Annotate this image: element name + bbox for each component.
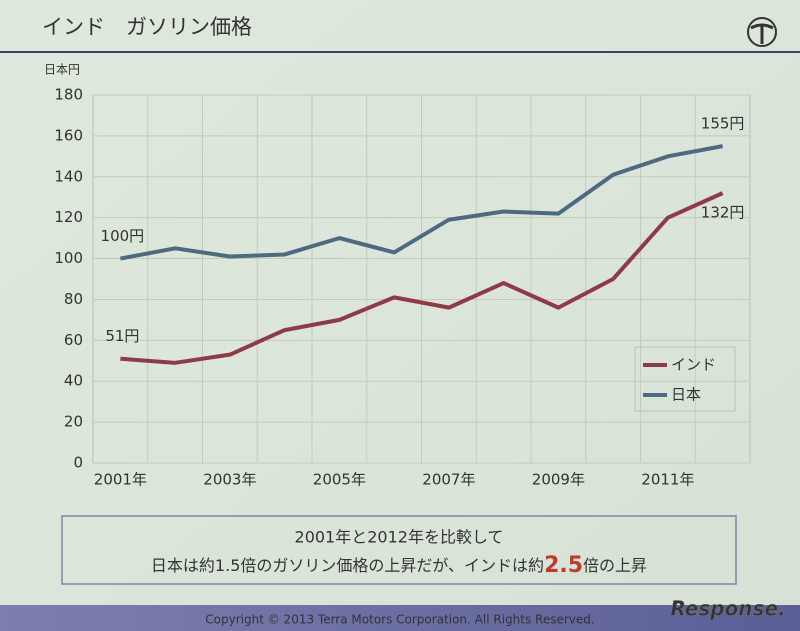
- series-line: [120, 191, 724, 365]
- y-tick-label: 0: [73, 454, 83, 472]
- value-label: 100円: [101, 227, 145, 245]
- summary-line1: 2001年と2012年を比較して: [295, 528, 504, 547]
- y-tick-label: 60: [64, 331, 83, 349]
- legend-label: 日本: [671, 386, 701, 404]
- x-tick-label: 2011年: [641, 471, 694, 489]
- y-tick-label: 140: [54, 167, 83, 185]
- y-tick-label: 120: [54, 208, 83, 226]
- series-line: [120, 144, 723, 261]
- y-tick-label: 20: [64, 413, 83, 431]
- summary-box: [61, 515, 737, 585]
- x-tick-label: 2005年: [313, 471, 366, 489]
- value-label: 155円: [701, 115, 745, 133]
- y-tick-label: 100: [54, 249, 83, 267]
- summary-text: 日本は約1.5倍のガソリン価格の上昇だが、インドは約: [151, 556, 544, 575]
- value-label: 132円: [701, 204, 745, 222]
- x-tick-label: 2007年: [422, 471, 475, 489]
- y-tick-label: 80: [64, 290, 83, 308]
- summary-text: 倍の上昇: [583, 556, 647, 575]
- chart-title: インド ガソリン価格: [42, 15, 252, 39]
- y-tick-label: 160: [54, 126, 83, 144]
- legend-box: [634, 346, 736, 412]
- y-unit-label: 日本円: [44, 63, 80, 77]
- y-tick-label: 40: [64, 372, 83, 390]
- value-label: 51円: [105, 327, 139, 345]
- x-tick-label: 2001年: [94, 471, 147, 489]
- summary-highlight: 2.5: [544, 553, 583, 578]
- y-tick-label: 180: [54, 86, 83, 104]
- logo: [747, 17, 777, 47]
- footer: Copyright © 2013 Terra Motors Corporatio…: [205, 613, 594, 627]
- legend-label: インド: [671, 356, 716, 374]
- x-tick-label: 2003年: [203, 471, 256, 489]
- x-tick-label: 2009年: [532, 471, 585, 489]
- summary-line2: 日本は約1.5倍のガソリン価格の上昇だが、インドは約2.5倍の上昇: [151, 553, 647, 578]
- footer-bar: [0, 605, 800, 631]
- watermark: Response.: [670, 597, 785, 621]
